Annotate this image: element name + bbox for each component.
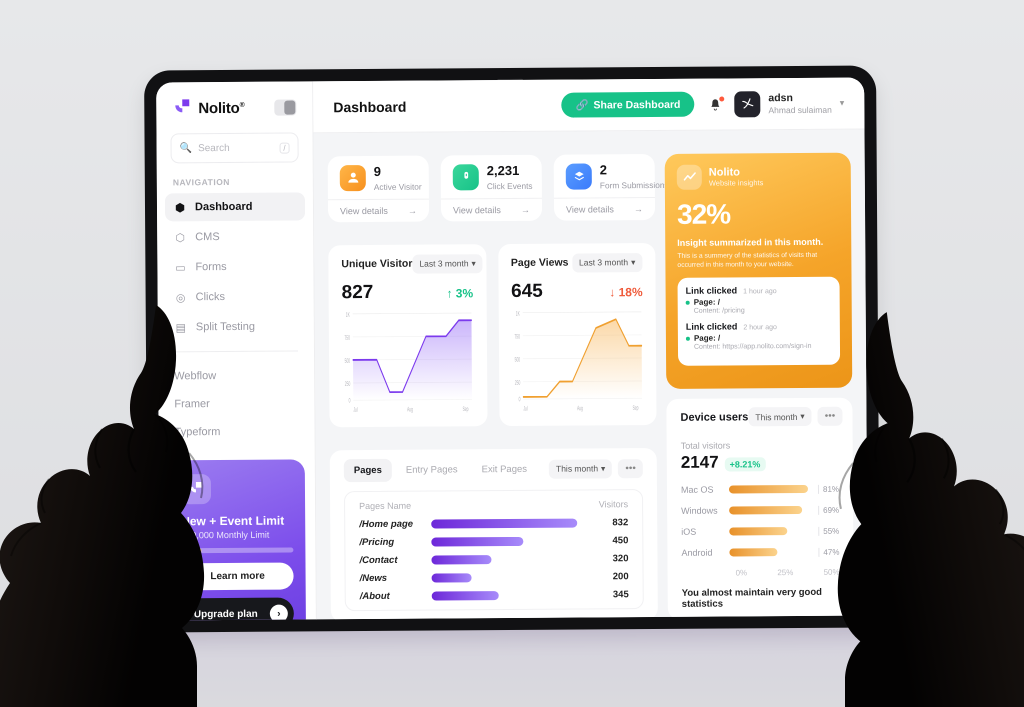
svg-text:Jul: Jul bbox=[353, 407, 357, 415]
svg-text:750: 750 bbox=[344, 335, 350, 343]
svg-text:750: 750 bbox=[514, 333, 520, 341]
svg-text:1K: 1K bbox=[346, 312, 350, 320]
svg-text:Jul: Jul bbox=[523, 405, 527, 413]
svg-text:250: 250 bbox=[345, 381, 351, 389]
svg-text:500: 500 bbox=[514, 357, 520, 365]
svg-text:Aug: Aug bbox=[577, 405, 583, 413]
svg-text:0: 0 bbox=[518, 396, 520, 404]
svg-text:Sep: Sep bbox=[463, 406, 469, 414]
svg-text:0: 0 bbox=[349, 397, 351, 405]
svg-text:1K: 1K bbox=[515, 310, 519, 318]
svg-text:250: 250 bbox=[514, 380, 520, 388]
svg-text:Aug: Aug bbox=[407, 406, 413, 414]
svg-text:Sep: Sep bbox=[632, 405, 638, 413]
svg-text:500: 500 bbox=[345, 358, 351, 366]
